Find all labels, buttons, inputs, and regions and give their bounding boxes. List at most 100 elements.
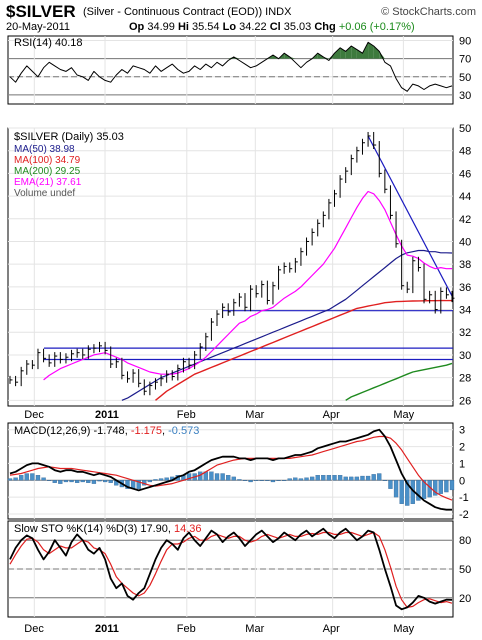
macd-histogram-bar [58, 480, 63, 484]
sto-legend-sep: , [168, 523, 174, 535]
sto-legend-d: 14.36 [174, 523, 202, 535]
macd-legend-v2: -1.175 [131, 425, 162, 437]
macd-histogram-bar [7, 478, 13, 481]
macd-histogram-bar [153, 479, 158, 481]
macd-histogram-bar [433, 480, 438, 496]
macd-legend-sep1: , [125, 425, 131, 437]
macd-histogram-bar [41, 477, 46, 481]
macd-histogram-bar [102, 480, 108, 483]
sto-x-tick-label: Dec [24, 623, 44, 635]
macd-legend-v1: -1.748 [93, 425, 124, 437]
macd-histogram-bar [276, 480, 281, 481]
price-y-tick-label: 38 [459, 259, 471, 271]
macd-histogram-bar [242, 480, 248, 481]
ohlc-readout: Op 34.99 Hi 35.54 Lo 34.22 Cl 35.03 Chg … [129, 21, 415, 33]
rsi-line [9, 41, 453, 92]
macd-histogram-bar [377, 473, 382, 481]
macd-histogram-bar [231, 476, 236, 481]
price-x-tick-label: Apr [323, 409, 340, 421]
macd-histogram-bar [91, 480, 97, 484]
chg-value: +0.06 (+0.17%) [338, 21, 415, 33]
macd-legend-v3: -0.573 [168, 425, 199, 437]
macd-histogram-bar [349, 476, 354, 481]
hi-label: Hi [177, 21, 189, 33]
macd-histogram-bar [164, 477, 169, 481]
macd-histogram-bar [220, 473, 225, 481]
macd-legend-text: MACD(12,26,9) -1.748, -1.175, -0.573 [14, 425, 199, 437]
rsi-y-tick-label: 30 [459, 90, 471, 102]
macd-histogram-bar [393, 480, 399, 498]
macd-histogram-bar [158, 478, 164, 481]
macd-histogram-bar [24, 473, 29, 481]
rsi-y-tick-label: 50 [459, 72, 471, 84]
lo-value: 34.22 [239, 21, 267, 33]
macd-histogram-bar [97, 480, 102, 482]
macd-histogram-bar [382, 480, 388, 481]
macd-histogram-bar [365, 475, 371, 481]
lo-label: Lo [222, 21, 237, 33]
macd-histogram-bar [282, 480, 287, 481]
price-y-tick-label: 30 [459, 350, 471, 362]
rsi-overbought-fill [345, 45, 352, 59]
sto-y-tick-label: 50 [459, 564, 471, 576]
price-y-tick-label: 50 [459, 123, 471, 135]
macd-histogram-bar [287, 478, 292, 481]
macd-histogram-bar [136, 480, 141, 489]
rsi-panel-frame [7, 35, 454, 105]
price-y-tick-label: 40 [459, 236, 471, 248]
rsi-legend-text: RSI(14) 40.18 [14, 37, 82, 49]
legend-ma200: MA(200) 29.25 [14, 166, 81, 177]
rsi-y-tick-label: 70 [459, 54, 471, 66]
macd-histogram-bar [259, 480, 264, 481]
macd-histogram-bar [226, 475, 231, 481]
chart-header: $SILVER (Silver - Continuous Contract (E… [6, 2, 478, 34]
macd-y-tick-label: 0 [459, 475, 465, 487]
macd-histogram-bar [421, 480, 427, 499]
price-legend: $SILVER (Daily) 35.03 MA(50) 38.98 MA(10… [14, 131, 124, 199]
macd-histogram-bar [388, 480, 393, 489]
macd-histogram-bar [237, 479, 242, 481]
legend-ema21: EMA(21) 37.61 [14, 177, 82, 188]
ma100-line [155, 299, 452, 401]
rsi-legend: RSI(14) 40.18 [14, 37, 82, 49]
macd-histogram-bar [125, 480, 130, 489]
sto-k-line [9, 527, 453, 611]
macd-histogram-bar [86, 480, 91, 483]
rsi-overbought-fill [356, 49, 363, 59]
macd-histogram-bar [52, 480, 57, 483]
sto-x-tick-label: Mar [245, 623, 264, 635]
macd-histogram-bar [265, 480, 270, 481]
macd-histogram-bar [315, 475, 320, 481]
macd-histogram-bar [444, 480, 449, 493]
macd-histogram-bar [19, 475, 24, 481]
sto-y-tick-label: 20 [459, 593, 471, 605]
brand-label: © StockCharts.com [381, 6, 476, 18]
macd-y-tick-label: 1 [459, 458, 465, 470]
macd-histogram-bar [332, 475, 337, 481]
price-y-tick-label: 46 [459, 168, 471, 180]
price-y-tick-label: 34 [459, 305, 471, 317]
macd-histogram-bar [254, 480, 259, 481]
sto-legend-text: Slow STO %K(14) %D(3) 17.90, 14.36 [14, 523, 202, 535]
macd-histogram-bar [248, 480, 253, 483]
price-y-tick-label: 42 [459, 214, 471, 226]
macd-y-tick-label: -2 [459, 509, 469, 521]
sto-y-tick-label: 80 [459, 535, 471, 547]
price-x-tick-label: 2011 [95, 409, 119, 421]
macd-histogram-bar [343, 476, 348, 481]
macd-histogram-bar [270, 480, 276, 483]
rsi-overbought-fill [368, 42, 374, 59]
macd-histogram-bar [108, 480, 113, 483]
cl-label: Cl [269, 21, 281, 33]
macd-histogram-bar [371, 474, 376, 481]
sto-x-tick-label: 2011 [95, 623, 119, 635]
macd-histogram-bar [13, 477, 18, 481]
macd-histogram-bar [35, 475, 41, 481]
sto-legend-label: Slow STO %K(14) %D(3) [14, 523, 137, 535]
macd-y-tick-label: -1 [459, 492, 469, 504]
sto-legend-k: 17.90 [140, 523, 168, 535]
sto-x-tick-label: May [393, 623, 414, 635]
rsi-overbought-fill [334, 47, 341, 59]
price-y-tick-label: 28 [459, 373, 471, 385]
